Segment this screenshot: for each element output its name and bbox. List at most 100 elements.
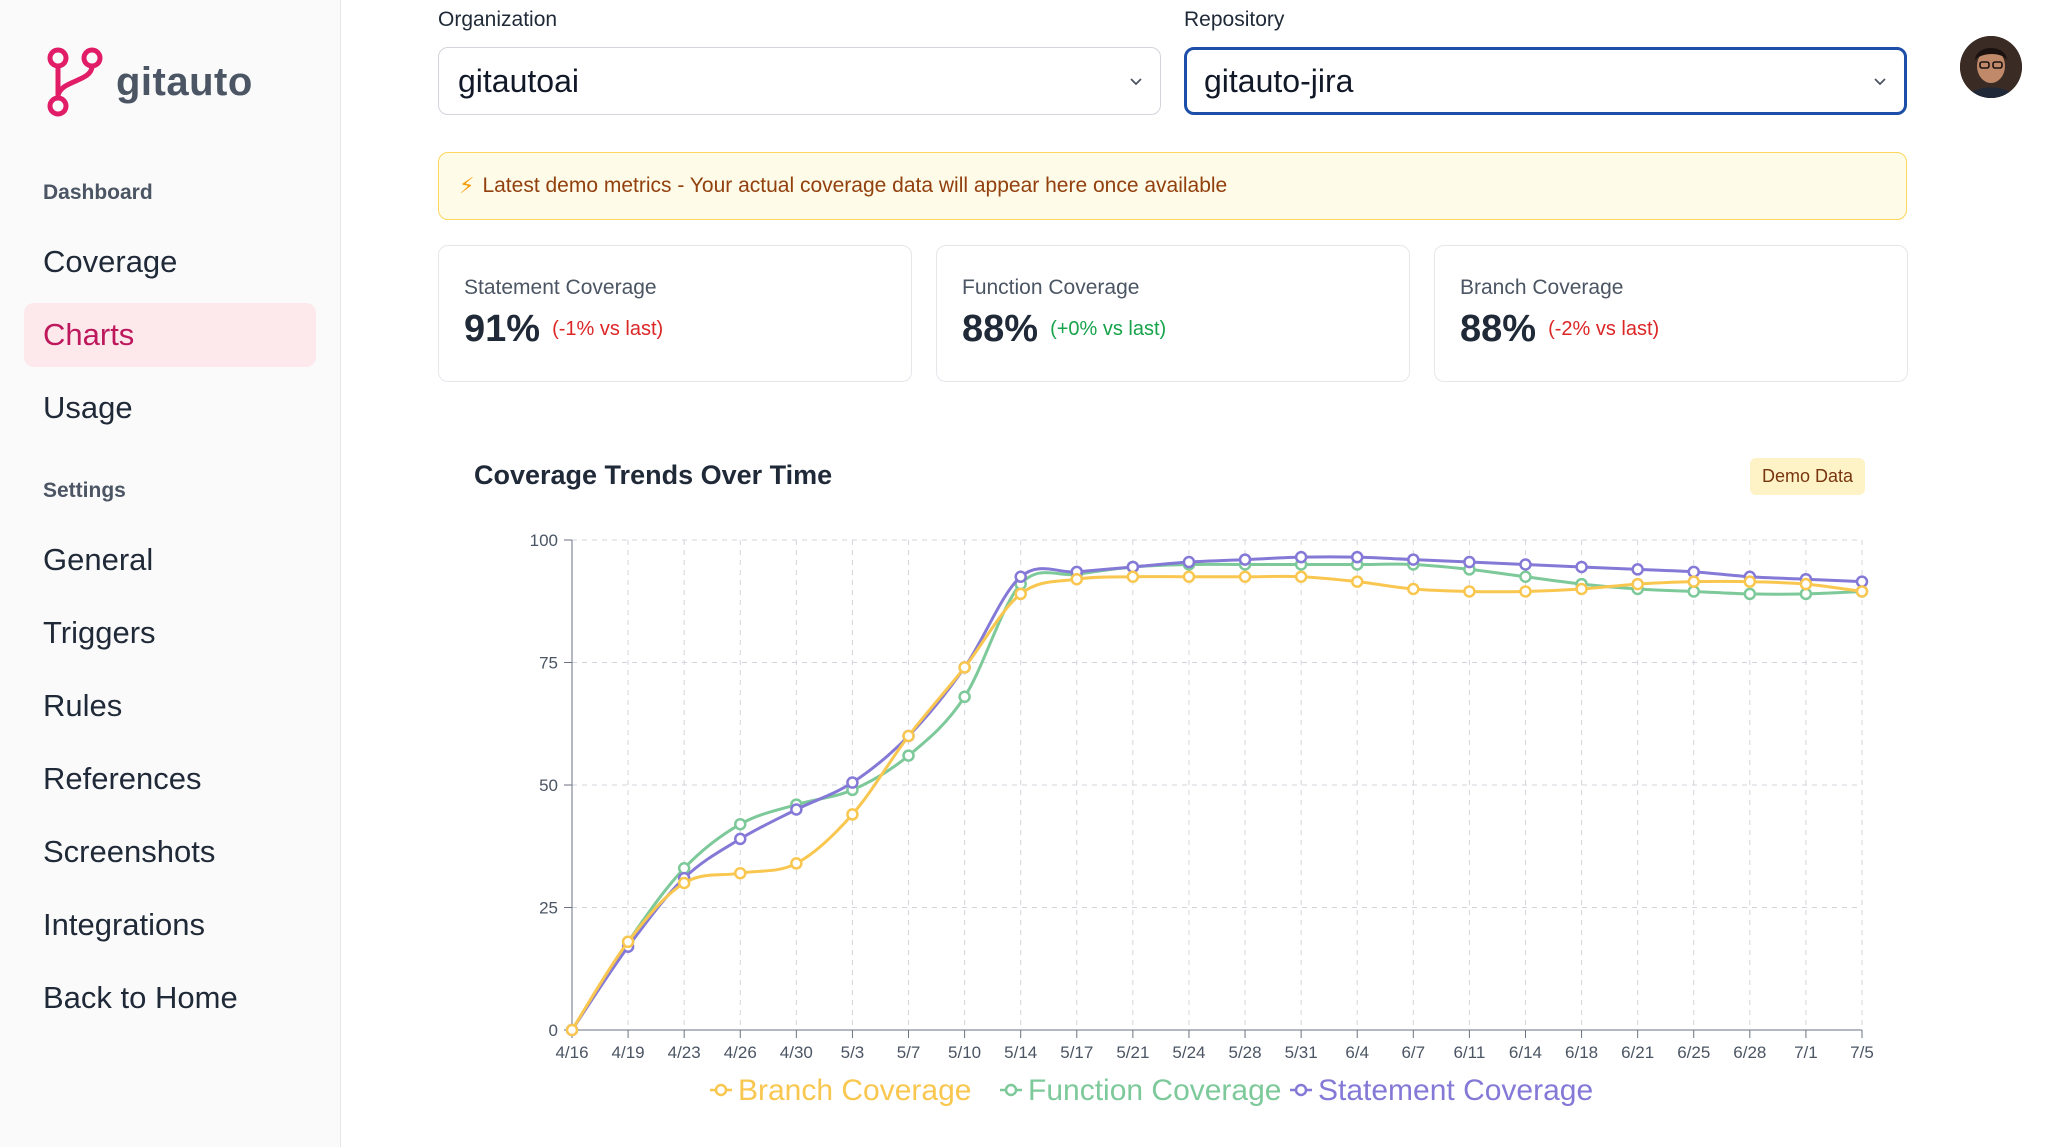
data-point <box>1014 587 1027 601</box>
data-point <box>846 808 859 821</box>
organization-label: Organization <box>438 8 558 31</box>
data-point <box>958 661 971 674</box>
data-point <box>846 776 859 789</box>
data-point <box>1407 553 1420 566</box>
x-tick-label: 6/18 <box>1565 1043 1598 1062</box>
data-point <box>1575 582 1588 596</box>
series-line <box>570 555 1863 1031</box>
data-point <box>1350 550 1364 564</box>
sidebar: gitauto Dashboard Coverage Charts Usage … <box>0 0 341 1147</box>
data-point <box>1631 577 1644 591</box>
x-tick-label: 4/19 <box>612 1043 645 1062</box>
repository-value: gitauto-jira <box>1204 62 1354 99</box>
user-avatar[interactable] <box>1960 36 2022 98</box>
sidebar-item-general[interactable]: General <box>43 542 154 577</box>
sidebar-item-rules[interactable]: Rules <box>43 688 123 723</box>
sidebar-item-triggers[interactable]: Triggers <box>43 615 156 650</box>
card-delta: (-1% vs last) <box>552 318 664 340</box>
organization-select[interactable]: gitautoai <box>438 47 1161 115</box>
x-tick-label: 5/31 <box>1285 1043 1318 1062</box>
y-tick-label: 100 <box>530 531 558 550</box>
y-tick-label: 0 <box>549 1021 558 1040</box>
data-point <box>1294 550 1308 564</box>
data-point <box>790 857 803 870</box>
sidebar-item-references[interactable]: References <box>43 761 202 796</box>
data-point <box>677 876 691 890</box>
x-tick-label: 5/7 <box>897 1043 921 1062</box>
demo-data-badge: Demo Data <box>1750 458 1866 495</box>
x-tick-label: 5/24 <box>1172 1043 1205 1062</box>
y-tick-label: 75 <box>539 654 558 673</box>
branch-coverage-card: Branch Coverage 88% (-2% vs last) <box>1434 245 1908 382</box>
data-point <box>1126 570 1140 583</box>
data-point <box>902 729 915 743</box>
x-tick-label: 6/25 <box>1677 1043 1710 1062</box>
data-point <box>1687 565 1700 579</box>
x-tick-label: 6/11 <box>1453 1043 1485 1062</box>
data-point <box>1687 585 1700 598</box>
data-point <box>1743 587 1757 601</box>
data-point <box>1687 575 1700 588</box>
x-tick-label: 6/14 <box>1509 1043 1542 1062</box>
data-point <box>734 832 747 846</box>
chevron-down-icon <box>1130 78 1142 86</box>
data-point <box>1070 572 1084 586</box>
x-tick-label: 7/5 <box>1850 1043 1874 1062</box>
data-point <box>958 690 971 704</box>
x-tick-label: 4/26 <box>724 1043 757 1062</box>
card-delta: (+0% vs last) <box>1050 318 1167 340</box>
x-tick-label: 5/3 <box>841 1043 865 1062</box>
x-tick-label: 6/7 <box>1401 1043 1425 1062</box>
logo-branch-icon <box>47 47 103 117</box>
card-delta: (-2% vs last) <box>1548 318 1660 340</box>
sidebar-item-integrations[interactable]: Integrations <box>43 907 205 942</box>
x-tick-label: 5/10 <box>948 1043 981 1062</box>
data-point <box>1014 570 1027 583</box>
legend-marker-point <box>714 1083 728 1097</box>
data-point <box>1519 558 1532 571</box>
repository-select[interactable]: gitauto-jira <box>1184 47 1907 115</box>
card-value: 91% (-1% vs last) <box>464 308 664 350</box>
x-tick-label: 4/30 <box>780 1043 813 1062</box>
legend-label: Statement Coverage <box>1318 1074 1593 1107</box>
x-tick-label: 5/28 <box>1228 1043 1261 1062</box>
legend-label: Function Coverage <box>1028 1074 1281 1107</box>
avatar-image <box>1960 36 2022 98</box>
data-point <box>1407 582 1420 596</box>
repository-label: Repository <box>1184 8 1285 31</box>
legend-marker-point <box>1004 1083 1018 1097</box>
data-point <box>1182 555 1196 569</box>
sidebar-item-charts[interactable]: Charts <box>24 303 316 367</box>
x-tick-label: 5/14 <box>1004 1043 1037 1062</box>
card-value: 88% (+0% vs last) <box>962 308 1167 350</box>
data-point <box>1799 587 1813 601</box>
x-tick-label: 5/17 <box>1060 1043 1093 1062</box>
card-title: Function Coverage <box>962 276 1140 299</box>
sidebar-item-usage[interactable]: Usage <box>43 390 133 425</box>
data-point <box>565 1023 579 1037</box>
x-tick-label: 4/16 <box>555 1043 588 1062</box>
legend-marker-point <box>1294 1083 1308 1097</box>
data-point <box>1238 570 1252 583</box>
organization-value: gitautoai <box>458 62 579 99</box>
legend-label: Branch Coverage <box>738 1074 971 1107</box>
data-point <box>1575 560 1588 574</box>
logo[interactable]: gitauto <box>46 46 253 118</box>
function-coverage-card: Function Coverage 88% (+0% vs last) <box>936 245 1410 382</box>
x-tick-label: 6/21 <box>1621 1043 1654 1062</box>
data-point <box>1238 553 1252 566</box>
data-point <box>902 749 915 762</box>
data-point <box>790 803 803 816</box>
statement-coverage-card: Statement Coverage 91% (-1% vs last) <box>438 245 912 382</box>
data-point <box>1519 570 1532 583</box>
data-point <box>1855 585 1869 598</box>
demo-banner: ⚡ Latest demo metrics - Your actual cove… <box>438 152 1907 220</box>
sidebar-item-screenshots[interactable]: Screenshots <box>43 834 216 869</box>
sidebar-item-coverage[interactable]: Coverage <box>43 244 178 279</box>
coverage-trends-chart: 0 25 50 75 100 4/16 4/19 4/23 4/26 4/30 5/3 5/7 5/10… <box>530 531 1874 1107</box>
data-point <box>734 817 747 831</box>
data-point <box>1743 575 1757 588</box>
data-point <box>1182 570 1196 583</box>
y-tick-label: 50 <box>539 776 558 795</box>
sidebar-item-back-to-home[interactable]: Back to Home <box>43 980 238 1015</box>
